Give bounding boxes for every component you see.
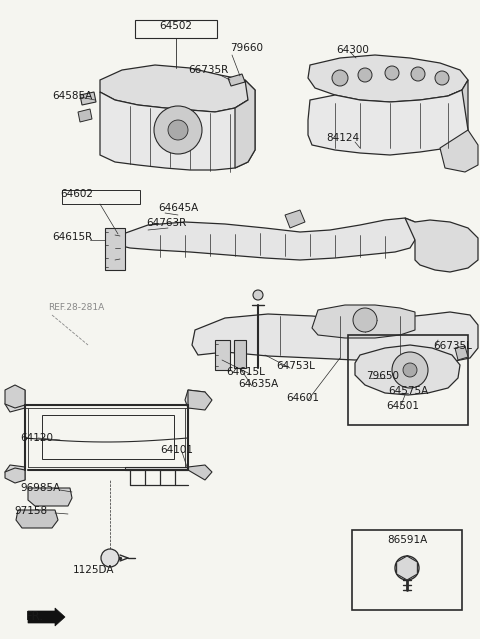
Text: 64585A: 64585A <box>52 91 92 101</box>
Text: 64615L: 64615L <box>226 367 265 377</box>
Text: 86591A: 86591A <box>387 535 427 545</box>
Bar <box>215 340 230 370</box>
Polygon shape <box>228 74 245 86</box>
Text: 1125DA: 1125DA <box>73 565 115 575</box>
Bar <box>62 190 140 204</box>
Polygon shape <box>5 385 25 408</box>
Circle shape <box>332 70 348 86</box>
Circle shape <box>154 106 202 154</box>
Polygon shape <box>16 510 58 528</box>
Bar <box>105 228 125 270</box>
Polygon shape <box>5 465 25 480</box>
Text: 97158: 97158 <box>14 506 47 516</box>
Text: 64101: 64101 <box>160 445 193 455</box>
Circle shape <box>395 556 419 580</box>
Circle shape <box>392 352 428 388</box>
Polygon shape <box>100 90 255 170</box>
Text: REF.28-281A: REF.28-281A <box>48 304 104 312</box>
Text: 64753L: 64753L <box>276 361 315 371</box>
Text: 64635A: 64635A <box>238 379 278 389</box>
Text: 64501: 64501 <box>386 401 419 411</box>
Text: 64502: 64502 <box>159 21 192 31</box>
Text: 64575A: 64575A <box>388 386 428 396</box>
Text: 66735L: 66735L <box>433 341 472 351</box>
Text: 64120: 64120 <box>20 433 53 443</box>
Text: 64763R: 64763R <box>146 218 186 228</box>
Text: 64601: 64601 <box>286 393 319 403</box>
Circle shape <box>385 66 399 80</box>
Text: 96985A: 96985A <box>20 483 60 493</box>
Polygon shape <box>285 210 305 228</box>
Circle shape <box>253 290 263 300</box>
Circle shape <box>435 71 449 85</box>
Polygon shape <box>100 65 255 112</box>
Bar <box>352 530 462 610</box>
Circle shape <box>168 120 188 140</box>
Polygon shape <box>235 80 255 168</box>
Text: 66735R: 66735R <box>188 65 228 75</box>
Text: 64300: 64300 <box>336 45 369 55</box>
Circle shape <box>353 308 377 332</box>
Bar <box>42 415 174 459</box>
Text: 64645A: 64645A <box>158 203 198 213</box>
Polygon shape <box>78 109 92 122</box>
Polygon shape <box>188 390 212 410</box>
Circle shape <box>402 563 412 573</box>
Text: 79660: 79660 <box>230 43 263 53</box>
Polygon shape <box>5 390 25 412</box>
Text: FR.: FR. <box>26 610 44 622</box>
Bar <box>234 340 246 368</box>
Polygon shape <box>188 465 212 480</box>
Polygon shape <box>440 130 478 172</box>
Polygon shape <box>118 218 415 260</box>
Circle shape <box>411 67 425 81</box>
Text: 84124: 84124 <box>326 133 359 143</box>
Polygon shape <box>405 218 478 272</box>
Polygon shape <box>396 556 418 580</box>
Bar <box>348 335 468 425</box>
Polygon shape <box>185 390 208 408</box>
Circle shape <box>101 549 119 567</box>
Polygon shape <box>5 468 25 483</box>
Polygon shape <box>192 312 478 362</box>
Polygon shape <box>308 55 468 102</box>
Polygon shape <box>448 80 468 148</box>
Polygon shape <box>312 305 415 338</box>
Circle shape <box>403 363 417 377</box>
Circle shape <box>358 68 372 82</box>
Polygon shape <box>308 90 468 155</box>
Bar <box>135 20 217 38</box>
Text: 79650: 79650 <box>366 371 399 381</box>
Polygon shape <box>28 608 65 626</box>
Text: 64615R: 64615R <box>52 232 92 242</box>
Text: 64602: 64602 <box>60 189 93 199</box>
Polygon shape <box>80 92 96 105</box>
Polygon shape <box>355 345 460 395</box>
Polygon shape <box>125 467 188 470</box>
Polygon shape <box>28 488 72 506</box>
Polygon shape <box>455 346 468 360</box>
